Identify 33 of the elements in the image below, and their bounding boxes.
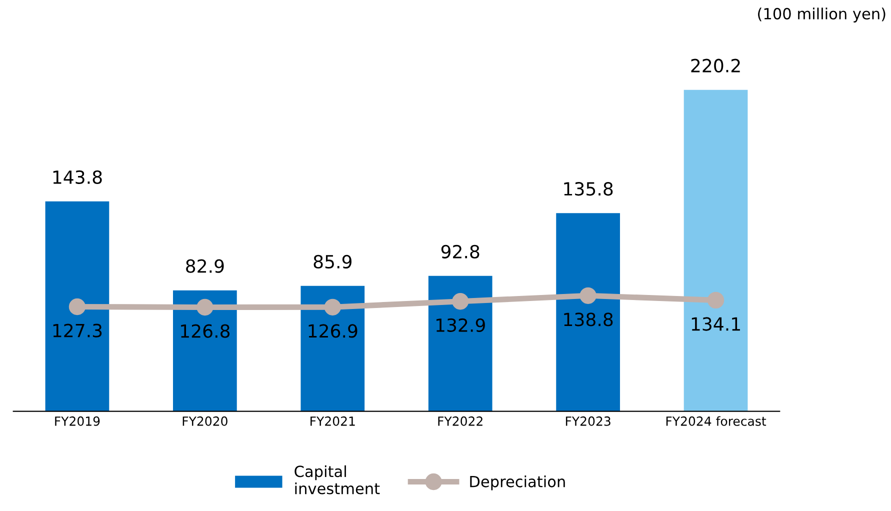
point	[324, 298, 341, 316]
data-label: 143.8	[53, 170, 102, 184]
point	[452, 293, 469, 310]
x-tick-label: FY2024 forecast	[666, 416, 766, 426]
legend-label: Capital investment	[294, 465, 380, 494]
data-label: 82.9	[186, 259, 224, 273]
point	[707, 292, 724, 309]
data-label: 127.3	[53, 324, 102, 338]
data-label: 126.8	[181, 324, 230, 338]
x-tick-label: FY2023	[566, 416, 610, 426]
data-label: 220.2	[691, 58, 740, 72]
data-label: 138.8	[564, 312, 613, 326]
bar	[300, 286, 365, 412]
legend-label: Depreciation	[470, 476, 565, 490]
data-label: 126.9	[308, 324, 358, 338]
data-label: 134.1	[692, 317, 740, 331]
x-tick-label: FY2021	[310, 416, 355, 426]
bar	[428, 276, 492, 412]
x-tick-label: FY2019	[55, 416, 100, 426]
point	[580, 287, 596, 304]
data-label: 85.9	[314, 254, 352, 269]
x-tick-label: FY2022	[438, 416, 482, 426]
data-label: 92.8	[441, 244, 480, 258]
data-label: 135.8	[564, 182, 613, 196]
bar	[684, 90, 748, 412]
bar	[173, 290, 237, 412]
data-label: 132.9	[436, 318, 485, 332]
bar	[556, 213, 620, 412]
point	[196, 298, 214, 316]
text: (100 million yen)	[758, 8, 886, 22]
x-tick-label: FY2020	[182, 416, 228, 426]
point	[68, 298, 86, 316]
bar	[45, 201, 110, 412]
